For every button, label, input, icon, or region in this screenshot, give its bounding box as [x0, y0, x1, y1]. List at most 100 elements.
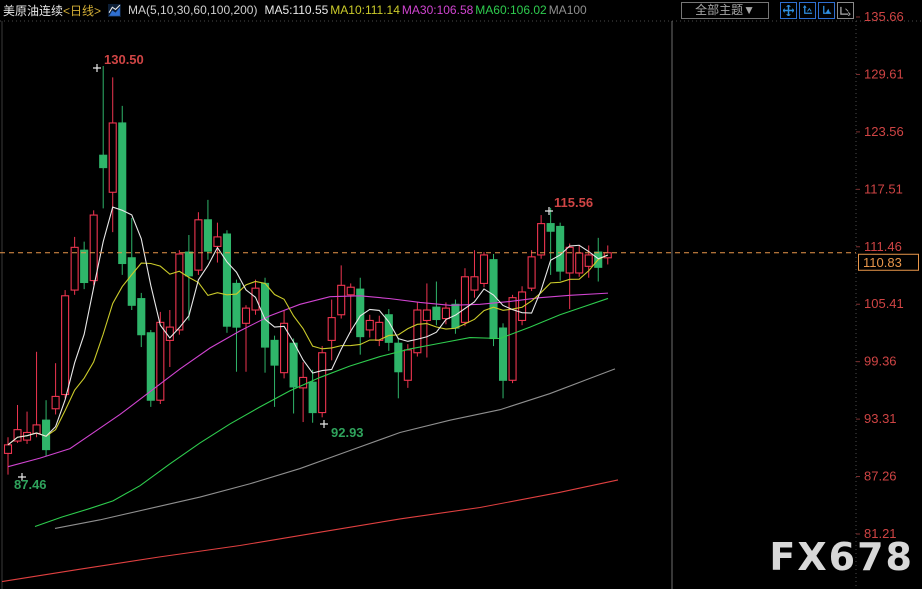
candle-down [308, 369, 317, 423]
x-axis-scale-button[interactable] [837, 1, 854, 19]
candle-up [565, 243, 574, 310]
candle-up [441, 302, 450, 325]
candle-up [194, 212, 203, 275]
candle-up [584, 245, 593, 278]
axis-tick-label: 111.46 [864, 239, 902, 254]
candle-up [337, 265, 346, 319]
svg-text:110.83: 110.83 [863, 255, 902, 270]
candles-layer [3, 65, 612, 475]
candle-down [203, 199, 212, 260]
candle-down [232, 279, 241, 372]
price-axis[interactable]: 135.66 129.61 123.56 117.51 111.46 105.41 99.3… [856, 9, 904, 541]
candle-up [422, 283, 431, 358]
candle-down [118, 105, 127, 275]
candle-up [403, 344, 412, 388]
candle-up [175, 250, 184, 335]
mini-chart-icon[interactable] [108, 3, 122, 17]
ma10-line [7, 254, 608, 446]
axis-tick-label: 117.51 [864, 181, 903, 196]
axis-tick-label: 81.21 [864, 526, 897, 541]
axis-tick-label: 87.26 [864, 469, 897, 484]
candle-up [327, 299, 336, 361]
candle-up [537, 215, 546, 259]
candle-down [99, 65, 108, 209]
chart-tool-buttons [780, 1, 854, 19]
axis-tick-label: 135.66 [864, 9, 904, 24]
candle-up [89, 210, 98, 286]
candle-up [575, 245, 584, 277]
candle-down [546, 207, 555, 275]
candle-down [137, 292, 146, 348]
all-themes-button[interactable]: 全部主题▼ [681, 1, 769, 19]
candle-up [108, 77, 117, 233]
ma30-line [7, 292, 609, 468]
candle-down [260, 277, 270, 373]
candle-up [460, 268, 470, 327]
ma-value-label: MA100 [548, 3, 587, 17]
ma-lines-slow [1, 368, 619, 583]
candle-down [384, 309, 393, 351]
price-annotations: 130.50 115.56 92.93 87.46 [14, 52, 593, 492]
candle-up [470, 250, 479, 298]
ma-value-label: MA5:110.55 [264, 3, 329, 17]
ma60-line [34, 297, 609, 528]
auto-scale-button[interactable] [818, 1, 835, 19]
x-axis-scale-icon [840, 6, 851, 16]
candle-up [156, 311, 165, 405]
y-axis-scale-button[interactable] [799, 1, 816, 19]
toolbar: 美原油连续<日线> MA(5,10,30,60,100,200) MA5:110… [0, 0, 856, 20]
candle-up [13, 404, 22, 443]
candle-down [556, 222, 565, 281]
candle-up [299, 362, 308, 423]
y-axis-scale-icon [803, 4, 813, 14]
candle-up [318, 346, 327, 418]
ma-settings-label: MA(5,10,30,60,100,200) [128, 3, 258, 17]
ma-lines-fast [7, 206, 609, 528]
pan-crosshair-button[interactable] [780, 1, 797, 19]
ma-value-label: MA30:106.58 [401, 3, 474, 17]
symbol-name: 美原油连续 [3, 3, 64, 18]
axis-tick-label: 123.56 [864, 124, 904, 139]
ma-values: MA5:110.55 MA10:111.14 MA30:106.58 MA60:106… [264, 3, 588, 17]
ma-value-label: MA60:106.02 [475, 3, 547, 17]
low-price-annotation: 92.93 [331, 425, 364, 440]
candle-up [527, 250, 536, 292]
candle-up [280, 310, 289, 379]
candle-up [346, 283, 355, 333]
candle-up [365, 314, 374, 338]
chart-frame [0, 20, 922, 589]
high-price-annotation: 130.50 [104, 52, 144, 67]
candle-up [61, 290, 70, 399]
axis-tick-label: 93.31 [864, 411, 897, 426]
pan-crosshair-icon [783, 4, 794, 16]
last-price-label: 110.83 [858, 253, 919, 271]
candle-down [289, 338, 298, 414]
candle-up [213, 222, 222, 263]
candle-down [489, 253, 498, 347]
ma-value-label: MA10:111.14 [330, 3, 400, 17]
candle-up [479, 252, 489, 288]
candle-down [394, 337, 403, 399]
symbol-label: 美原油连续<日线> [3, 2, 101, 19]
candle-up [70, 236, 79, 295]
candle-up [22, 411, 32, 444]
candle-down [270, 335, 279, 407]
candle-down [146, 329, 155, 407]
candle-down [80, 241, 89, 290]
period-label: <日线> [63, 3, 102, 18]
auto-scale-icon [823, 5, 832, 14]
candle-down [42, 400, 51, 457]
fx678-watermark: FX678 [769, 535, 914, 579]
candle-down [222, 230, 232, 333]
ma5-line [7, 206, 608, 446]
axis-tick-label: 129.61 [864, 66, 904, 81]
high-price-annotation: 115.56 [554, 195, 593, 210]
candle-up [51, 363, 60, 415]
candle-up [518, 286, 527, 326]
ma200-line [1, 479, 619, 583]
candle-up [375, 315, 384, 347]
candle-up [603, 245, 612, 265]
ma100-line [54, 368, 616, 529]
